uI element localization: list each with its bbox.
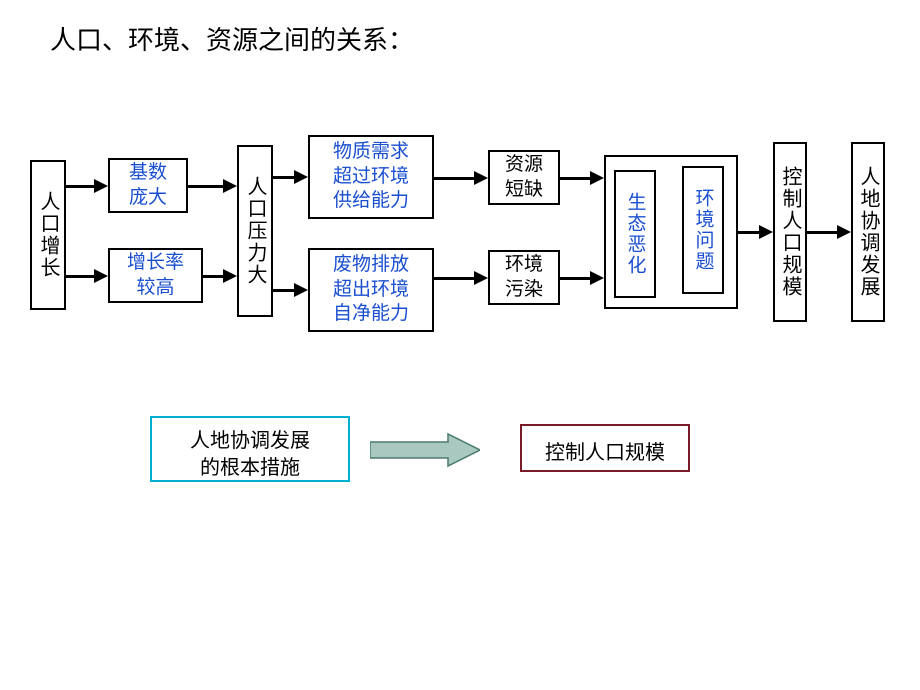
node-material-demand: 物质需求 超过环境 供给能力 (308, 135, 434, 219)
arrow-line (560, 277, 592, 280)
arrow-head-icon (94, 269, 108, 283)
bottom-measure-box: 人地协调发展 的根本措施 (150, 416, 350, 482)
node-population-pressure: 人口压力大 (237, 145, 273, 317)
arrow-line (66, 185, 96, 188)
arrow-line (560, 177, 592, 180)
arrow-line (434, 277, 476, 280)
arrow-line (807, 231, 839, 234)
arrow-head-icon (294, 170, 308, 184)
big-arrow-icon (370, 432, 480, 468)
arrow-head-icon (474, 271, 488, 285)
node-population-growth: 人口增长 (30, 160, 66, 310)
node-control-population: 控制人口规模 (773, 142, 807, 322)
node-large-base: 基数 庞大 (108, 158, 188, 213)
arrow-line (273, 289, 296, 292)
arrow-head-icon (590, 271, 604, 285)
arrow-head-icon (94, 179, 108, 193)
arrow-head-icon (223, 179, 237, 193)
node-env-pollution: 环境 污染 (488, 250, 560, 305)
arrow-head-icon (474, 171, 488, 185)
arrow-line (188, 185, 225, 188)
arrow-line (203, 275, 225, 278)
node-high-growth-rate: 增长率 较高 (108, 248, 203, 303)
bottom-result-box: 控制人口规模 (520, 424, 690, 472)
arrow-line (273, 176, 296, 179)
arrow-head-icon (590, 171, 604, 185)
arrow-line (738, 231, 761, 234)
arrow-head-icon (759, 225, 773, 239)
arrow-head-icon (837, 225, 851, 239)
node-waste-emission: 废物排放 超出环境 自净能力 (308, 248, 434, 332)
node-eco-degrade: 生态恶化 (614, 170, 656, 298)
node-env-problem: 环境问题 (682, 166, 724, 294)
arrow-line (66, 275, 96, 278)
arrow-head-icon (223, 269, 237, 283)
arrow-head-icon (294, 283, 308, 297)
node-harmonious-dev: 人地协调发展 (851, 142, 885, 322)
arrow-line (434, 177, 476, 180)
page-title: 人口、环境、资源之间的关系： (50, 20, 414, 57)
node-resource-shortage: 资源 短缺 (488, 150, 560, 205)
